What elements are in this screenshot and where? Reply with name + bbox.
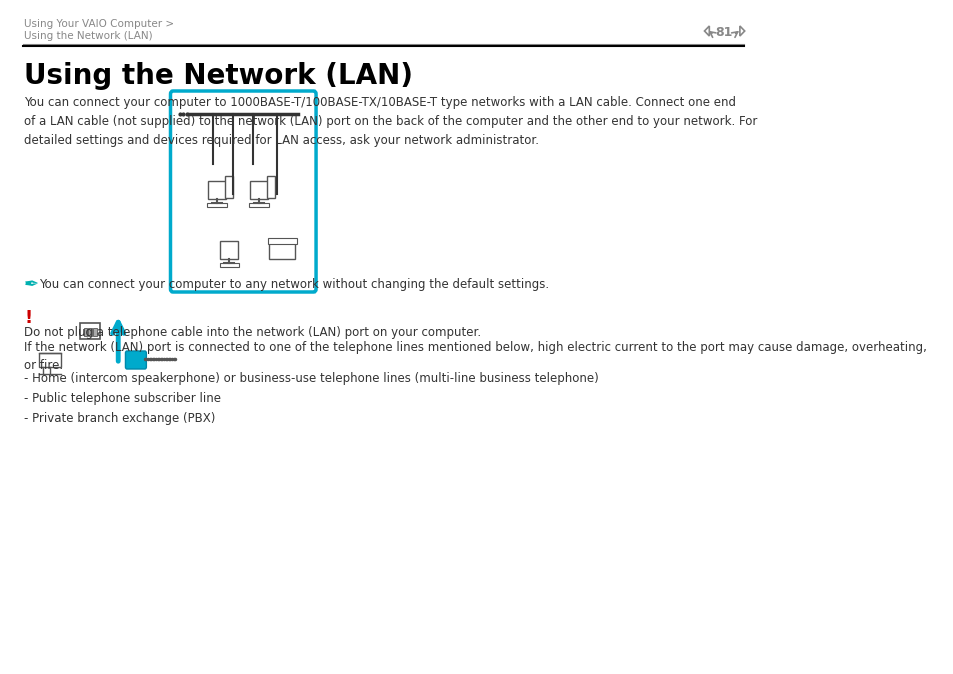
Bar — [268, 238, 296, 244]
FancyBboxPatch shape — [126, 351, 146, 369]
Bar — [84, 328, 87, 336]
Text: ✒: ✒ — [24, 276, 39, 294]
Text: If the network (LAN) port is connected to one of the telephone lines mentioned b: If the network (LAN) port is connected t… — [24, 341, 926, 372]
Bar — [250, 181, 268, 199]
Text: You can connect your computer to any network without changing the default settin: You can connect your computer to any net… — [38, 278, 548, 291]
Text: - Public telephone subscriber line: - Public telephone subscriber line — [24, 392, 221, 405]
Bar — [93, 328, 96, 336]
Bar — [249, 203, 269, 207]
Text: Using the Network (LAN): Using the Network (LAN) — [24, 31, 152, 41]
Text: !: ! — [24, 309, 32, 327]
Bar — [219, 263, 238, 267]
Bar — [220, 241, 238, 259]
Bar — [207, 203, 227, 207]
Text: - Private branch exchange (PBX): - Private branch exchange (PBX) — [24, 412, 215, 425]
Text: Using the Network (LAN): Using the Network (LAN) — [24, 62, 413, 90]
Bar — [89, 328, 91, 336]
Bar — [38, 353, 61, 367]
Text: - Home (intercom speakerphone) or business-use telephone lines (multi-line busin: - Home (intercom speakerphone) or busine… — [24, 372, 598, 385]
Bar — [80, 323, 100, 339]
Text: Using Your VAIO Computer >: Using Your VAIO Computer > — [24, 19, 174, 29]
Text: 81: 81 — [715, 26, 732, 39]
Bar — [267, 176, 274, 198]
Bar — [269, 239, 294, 259]
Bar — [208, 181, 226, 199]
Bar — [225, 176, 233, 198]
FancyBboxPatch shape — [171, 91, 315, 292]
Text: Do not plug a telephone cable into the network (LAN) port on your computer.: Do not plug a telephone cable into the n… — [24, 326, 480, 339]
Text: You can connect your computer to 1000BASE-T/100BASE-TX/10BASE-T type networks wi: You can connect your computer to 1000BAS… — [24, 96, 757, 147]
